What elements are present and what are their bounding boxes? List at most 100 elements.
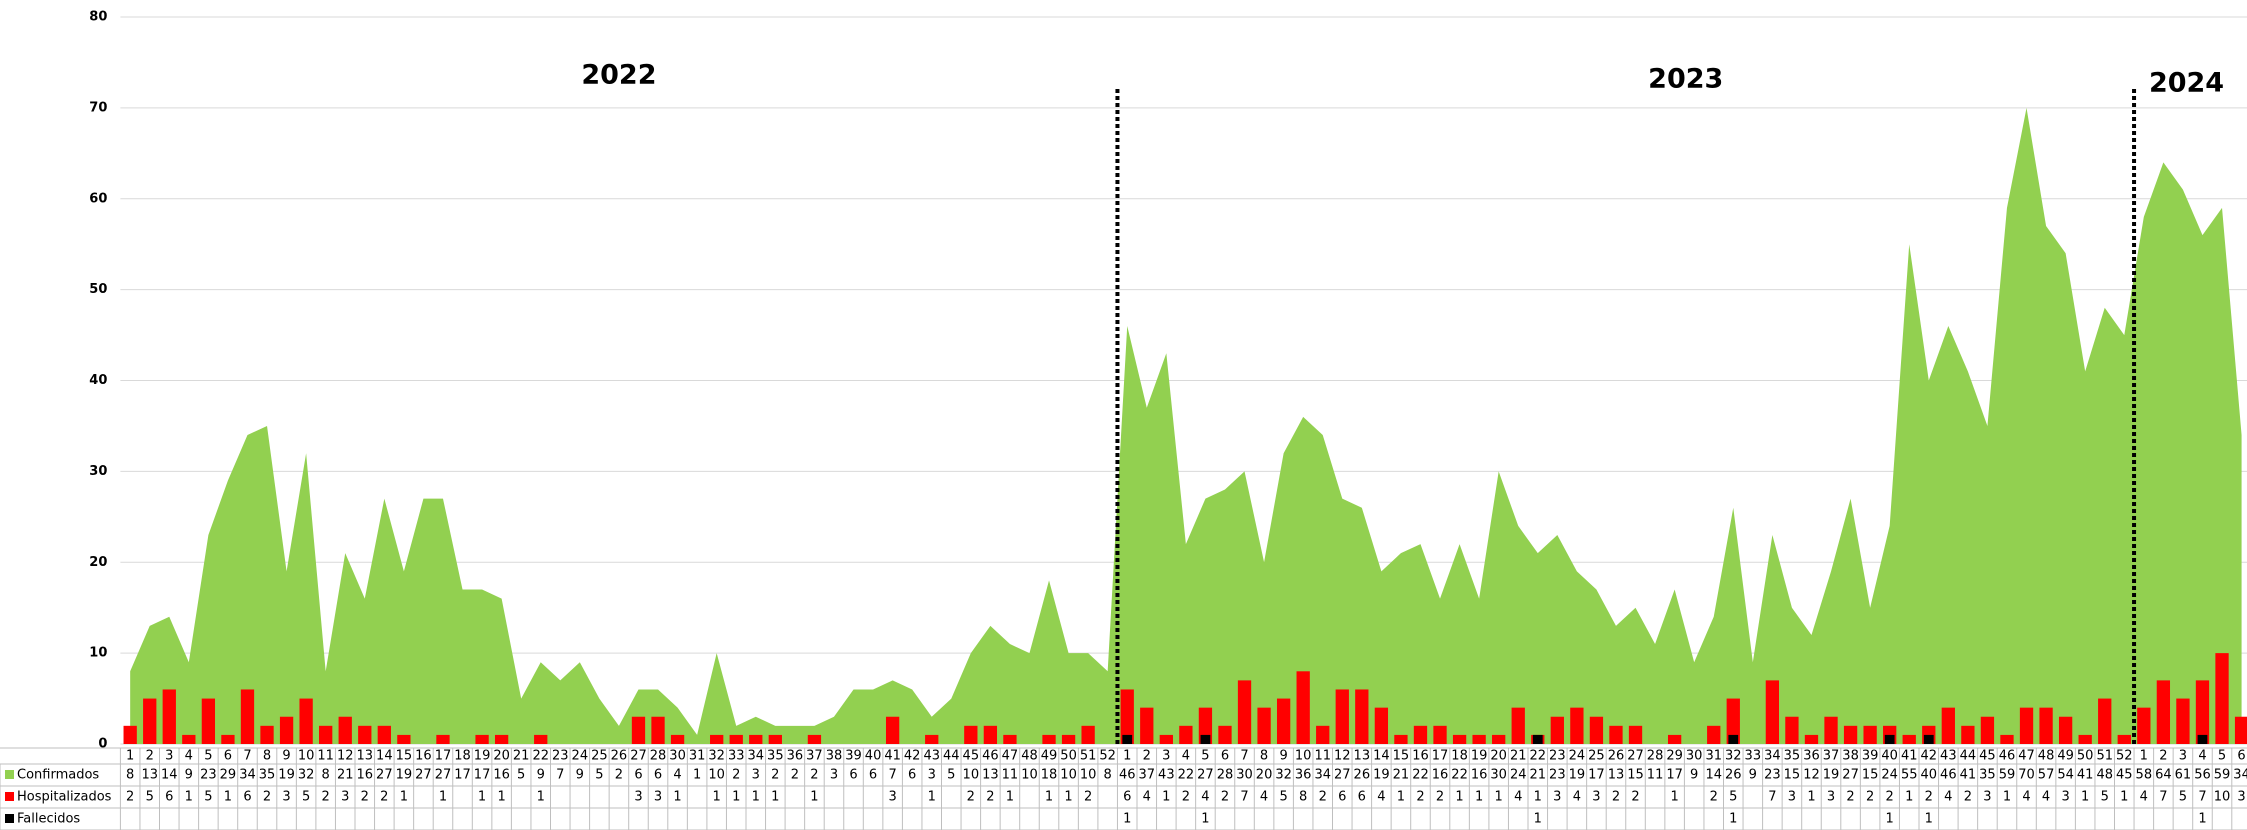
x-tick-label: 46	[982, 749, 999, 764]
x-tick-label: 18	[454, 749, 471, 764]
x-tick-label: 14	[1373, 749, 1390, 764]
bar	[1374, 707, 1389, 744]
bar	[2117, 734, 2131, 744]
bar	[1961, 725, 1975, 744]
x-tick-label: 22	[532, 749, 549, 764]
table-value: 2	[615, 768, 623, 783]
y-tick-label: 50	[89, 282, 107, 297]
table-value: 59	[2214, 768, 2231, 783]
table-value: 9	[1690, 768, 1698, 783]
bar	[2019, 707, 2034, 744]
table-value: 26	[1354, 768, 1371, 783]
table-value: 16	[1432, 768, 1449, 783]
y-tick-label: 80	[89, 10, 107, 25]
table-value: 8	[1104, 768, 1112, 783]
table-value: 2	[1182, 790, 1190, 805]
table-value: 22	[1412, 768, 1429, 783]
x-tick-label: 1	[1123, 749, 1131, 764]
x-tick-label: 48	[2038, 749, 2055, 764]
x-tick-label: 48	[1021, 749, 1038, 764]
x-tick-label: 29	[1666, 749, 1683, 764]
bar	[1061, 734, 1076, 744]
table-value: 9	[1749, 768, 1757, 783]
x-tick-label: 6	[224, 749, 232, 764]
table-value: 1	[1045, 790, 1053, 805]
bar	[670, 734, 685, 744]
table-value: 17	[454, 768, 471, 783]
x-tick-label: 11	[1314, 749, 1331, 764]
bar	[494, 734, 509, 744]
table-value: 6	[849, 768, 857, 783]
x-tick-label: 50	[2077, 749, 2094, 764]
table-value: 37	[1139, 768, 1156, 783]
y-tick-label: 40	[89, 373, 107, 388]
x-tick-label: 49	[1041, 749, 1058, 764]
bar	[1159, 734, 1173, 744]
x-tick-label: 1	[2140, 749, 2148, 764]
bar	[1884, 734, 1895, 744]
table-value: 1	[537, 790, 545, 805]
legend-label: Fallecidos	[17, 812, 80, 827]
x-tick-label: 4	[1182, 749, 1190, 764]
table-value: 1	[810, 790, 818, 805]
bar	[436, 734, 450, 744]
table-value: 5	[947, 768, 955, 783]
x-tick-label: 15	[396, 749, 413, 764]
table-value: 1	[497, 790, 505, 805]
table-value: 6	[869, 768, 877, 783]
table-value: 5	[1729, 790, 1737, 805]
table-value: 11	[1647, 768, 1664, 783]
table-value: 16	[357, 768, 374, 783]
table-value: 23	[1549, 768, 1566, 783]
table-value: 7	[2159, 790, 2167, 805]
x-tick-label: 5	[204, 749, 212, 764]
x-tick-label: 30	[1686, 749, 1703, 764]
table-value: 5	[204, 790, 212, 805]
table-value: 27	[1197, 768, 1214, 783]
table-value: 6	[1123, 790, 1131, 805]
x-tick-label: 45	[1979, 749, 1996, 764]
table-value: 30	[1490, 768, 1507, 783]
x-tick-label: 1	[126, 749, 134, 764]
x-tick-label: 5	[1201, 749, 1209, 764]
y-tick-label: 0	[98, 737, 107, 752]
bar	[1511, 707, 1525, 744]
x-tick-label: 25	[591, 749, 608, 764]
table-value: 15	[1627, 768, 1644, 783]
x-tick-label: 40	[1881, 749, 1898, 764]
table-value: 27	[415, 768, 432, 783]
table-value: 32	[298, 768, 315, 783]
bar	[1492, 734, 1506, 744]
table-value: 56	[2194, 768, 2211, 783]
table-value: 29	[220, 768, 237, 783]
bar	[651, 716, 665, 744]
table-value: 5	[1279, 790, 1287, 805]
table-value: 3	[1827, 790, 1835, 805]
table-value: 3	[830, 768, 838, 783]
table-value: 6	[634, 768, 642, 783]
bar	[2176, 698, 2190, 744]
year-label: 2023	[1648, 64, 1723, 95]
table-value: 3	[2061, 790, 2069, 805]
table-value: 26	[1725, 768, 1742, 783]
bar	[1765, 680, 1780, 744]
x-tick-label: 23	[1549, 749, 1566, 764]
bar	[279, 716, 294, 744]
table-value: 4	[2042, 790, 2050, 805]
table-value: 4	[1514, 790, 1522, 805]
x-tick-label: 27	[630, 749, 647, 764]
bar	[1276, 698, 1291, 744]
table-value: 34	[239, 768, 256, 783]
table-value: 5	[2179, 790, 2187, 805]
table-value: 7	[888, 768, 896, 783]
table-value: 10	[1080, 768, 1097, 783]
table-value: 13	[1608, 768, 1625, 783]
table-value: 6	[165, 790, 173, 805]
table-value: 55	[1901, 768, 1918, 783]
bar	[1218, 725, 1232, 744]
table-value: 10	[1021, 768, 1038, 783]
bar	[397, 734, 411, 744]
table-value: 1	[1534, 790, 1542, 805]
table-value: 22	[1451, 768, 1468, 783]
bar	[475, 734, 489, 744]
